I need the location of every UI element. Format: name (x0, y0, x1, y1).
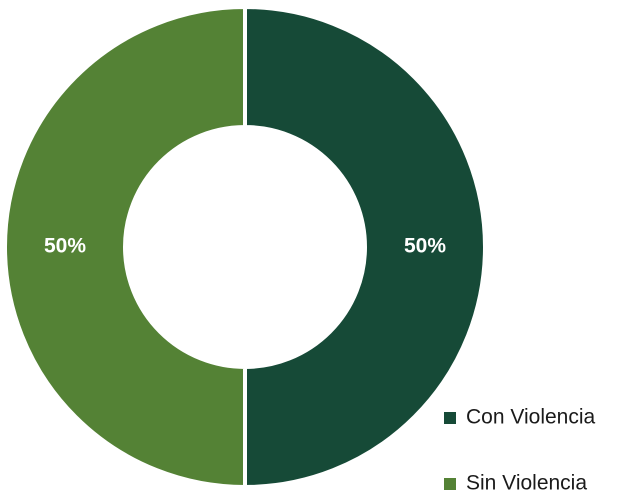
slices-group (3, 4, 487, 490)
slice-con-violencia (243, 4, 487, 490)
data-labels-group: 50% 50% (44, 235, 446, 258)
legend: Con Violencia Sin Violencia (444, 406, 596, 495)
legend-label-sin-violencia: Sin Violencia (466, 472, 587, 495)
data-label-con-violencia: 50% (404, 235, 446, 258)
slice-sin-violencia (3, 4, 247, 490)
data-label-sin-violencia: 50% (44, 235, 86, 258)
legend-swatch-con-violencia (444, 412, 456, 424)
legend-swatch-sin-violencia (444, 478, 456, 490)
legend-label-con-violencia: Con Violencia (466, 406, 596, 429)
